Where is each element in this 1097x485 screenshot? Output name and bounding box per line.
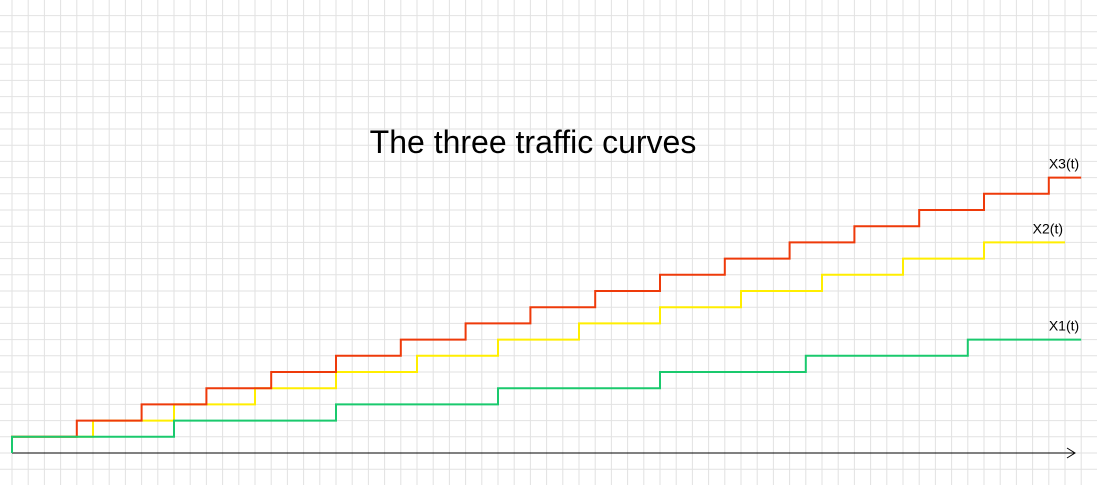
series-line-x2t [11,241,1065,453]
x-axis-arrowhead [1066,447,1076,459]
series-line-x3t [11,176,1082,453]
series-line-x1t [11,338,1082,453]
chart-title: The three traffic curves [370,124,697,160]
series-label-x1t: X1(t) [1049,318,1079,334]
series-label-x3t: X3(t) [1049,156,1079,172]
series-layer: X3(t) X2(t) X1(t) [11,156,1082,453]
series-label-x2t: X2(t) [1033,220,1063,236]
